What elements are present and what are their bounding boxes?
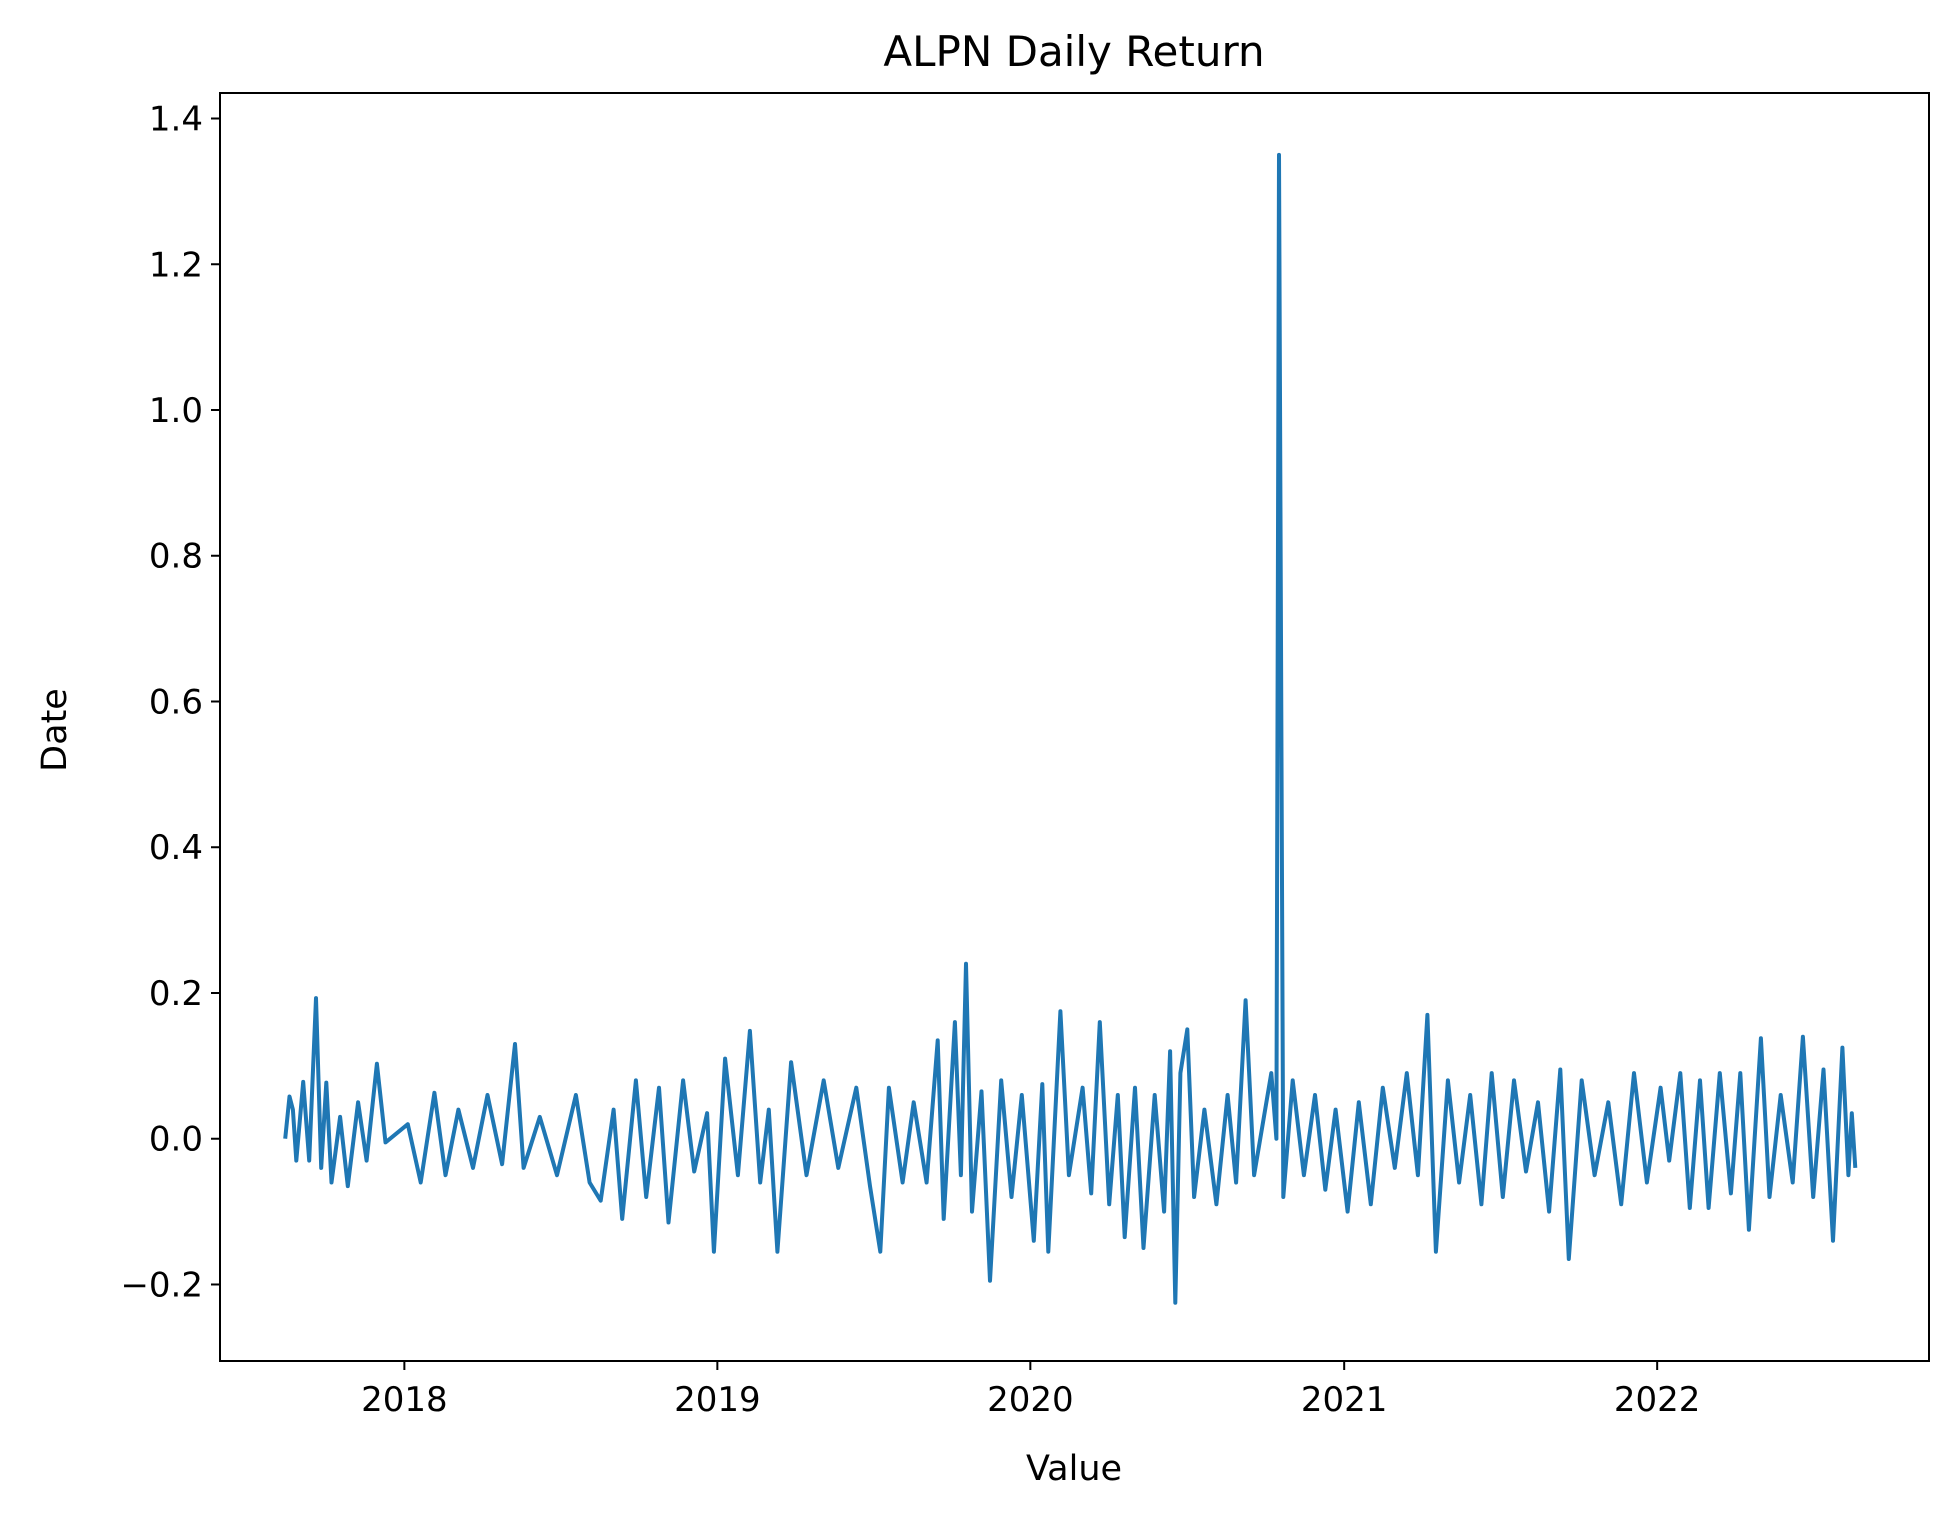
y-tick-label: 0.8	[149, 537, 203, 577]
chart-title: ALPN Daily Return	[883, 27, 1264, 76]
x-tick-label: 2019	[674, 1380, 761, 1420]
y-tick-label: −0.2	[120, 1265, 203, 1305]
y-tick-label: 0.2	[149, 974, 203, 1014]
x-axis-title: Value	[1026, 1449, 1122, 1489]
y-tick-label: 1.0	[149, 391, 203, 431]
x-tick-label: 2020	[987, 1380, 1074, 1420]
y-tick-label: 0.6	[149, 682, 203, 722]
y-tick-label: 0.0	[149, 1120, 203, 1160]
y-axis-title: Date	[35, 688, 75, 772]
x-axis: 2018 2019 2020 2021 2022	[361, 1361, 1700, 1420]
x-tick-label: 2018	[361, 1380, 448, 1420]
y-tick-label: 1.2	[149, 245, 203, 285]
y-tick-label: 0.4	[149, 828, 203, 868]
axes-frame	[219, 92, 1930, 1362]
y-tick-label: 1.4	[149, 100, 203, 140]
x-tick-label: 2021	[1301, 1380, 1388, 1420]
x-tick-label: 2022	[1614, 1380, 1701, 1420]
y-axis: −0.2 0.0 0.2 0.4 0.6 0.8 1.0 1.2 1.4	[120, 100, 220, 1305]
plot-area	[283, 152, 1858, 1305]
series-line	[283, 152, 1858, 1305]
